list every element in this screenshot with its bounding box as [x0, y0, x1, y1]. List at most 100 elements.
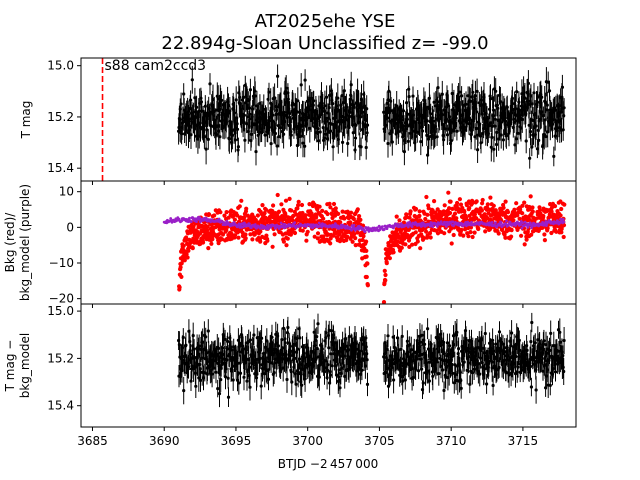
flux-point	[294, 382, 298, 386]
bkg-point	[270, 208, 275, 214]
flux-point	[271, 113, 275, 117]
bkg-point	[350, 239, 355, 244]
flux-point	[360, 368, 364, 372]
bkg-point	[233, 233, 238, 238]
bkg-model-point	[385, 227, 389, 231]
flux-point	[516, 131, 520, 135]
flux-point	[526, 81, 531, 85]
flux-point	[300, 383, 304, 387]
bkg-point	[530, 209, 535, 214]
bkg-point	[391, 250, 396, 255]
bkg-point	[284, 243, 289, 248]
flux-point	[182, 389, 186, 393]
flux-point	[327, 106, 331, 110]
bkg-point	[296, 203, 301, 208]
flux-point	[346, 141, 350, 146]
flux-point	[532, 91, 536, 95]
flux-point	[316, 139, 321, 143]
y-tick-label: 0	[66, 220, 74, 234]
bkg-point	[520, 211, 525, 216]
bkg-point	[528, 194, 533, 199]
bkg-point	[485, 202, 490, 207]
bkg-point	[417, 213, 422, 218]
bkg-point	[244, 206, 249, 211]
bkg-point	[462, 209, 467, 214]
bkg-point	[340, 209, 345, 214]
flux-point	[248, 365, 252, 369]
flux-point	[420, 367, 424, 371]
flux-point	[249, 132, 253, 136]
flux-point	[487, 124, 491, 128]
bkg-point	[325, 211, 330, 217]
flux-point	[242, 113, 246, 117]
flux-point	[227, 137, 231, 141]
bkg-point	[483, 229, 488, 234]
bkg-point	[428, 235, 433, 240]
bkg-point	[537, 208, 543, 213]
flux-point	[347, 125, 351, 130]
flux-point	[425, 119, 429, 123]
bkg-point	[300, 210, 305, 216]
bkg-point	[296, 199, 301, 204]
bkg-point	[479, 208, 484, 213]
bkg-point	[442, 231, 447, 236]
flux-point	[235, 127, 240, 131]
bkg-point	[248, 232, 253, 237]
flux-point	[353, 136, 358, 140]
bkg-point	[517, 216, 522, 221]
panel-middle: 10 0 −10 −20 Bkg (red)/bkg_model (purple)	[3, 180, 577, 308]
bkg-point	[260, 203, 265, 208]
bkg-point	[365, 283, 370, 288]
bkg-point	[345, 234, 350, 239]
bkg-point	[361, 234, 366, 239]
bkg-point	[315, 207, 320, 212]
flux-point	[193, 96, 197, 100]
flux-point	[242, 375, 246, 379]
bkg-point	[338, 220, 343, 225]
bkg-point	[314, 214, 319, 219]
bkg-point	[264, 233, 269, 238]
flux-point	[181, 335, 185, 340]
bkg-point	[466, 234, 471, 239]
bkg-point	[364, 248, 369, 253]
flux-point	[436, 86, 440, 90]
flux-point	[441, 368, 445, 372]
bkg-point	[287, 196, 292, 201]
flux-point	[347, 334, 351, 339]
flux-point	[429, 112, 433, 116]
flux-point	[528, 130, 533, 134]
flux-point	[201, 376, 206, 380]
bkg-point	[446, 190, 451, 195]
flux-point	[253, 94, 257, 98]
bkg-point	[236, 235, 241, 240]
bkg-point	[559, 206, 564, 212]
flux-point	[196, 137, 200, 141]
flux-point	[190, 78, 194, 82]
y-tick-label: 15.2	[47, 110, 74, 124]
bkg-point	[509, 228, 514, 233]
bkg-point	[476, 226, 481, 232]
bkg-model-point	[530, 225, 534, 228]
flux-point	[267, 90, 271, 94]
bkg-point	[355, 207, 360, 212]
flux-point	[475, 110, 479, 114]
flux-point	[409, 348, 413, 352]
flux-point	[328, 373, 333, 377]
bkg-model-point	[494, 221, 497, 225]
flux-point	[197, 376, 201, 380]
y-tick-label: 15.0	[47, 59, 74, 73]
bkg-point	[383, 272, 388, 278]
flux-point	[260, 336, 264, 340]
bkg-point	[558, 213, 563, 218]
bkg-model-point	[410, 225, 414, 229]
bkg-point	[237, 204, 242, 209]
flux-point	[327, 346, 331, 350]
flux-point	[427, 379, 431, 383]
flux-point	[275, 144, 279, 148]
bkg-point	[417, 209, 422, 214]
flux-point	[341, 140, 345, 144]
flux-point	[226, 376, 230, 380]
bkg-model-point	[445, 225, 448, 228]
data-middle	[162, 190, 567, 304]
flux-point	[184, 343, 188, 347]
